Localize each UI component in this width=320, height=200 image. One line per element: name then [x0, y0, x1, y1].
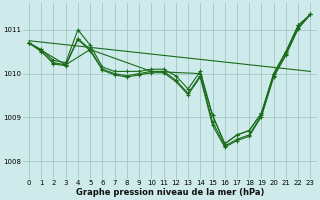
- X-axis label: Graphe pression niveau de la mer (hPa): Graphe pression niveau de la mer (hPa): [76, 188, 264, 197]
